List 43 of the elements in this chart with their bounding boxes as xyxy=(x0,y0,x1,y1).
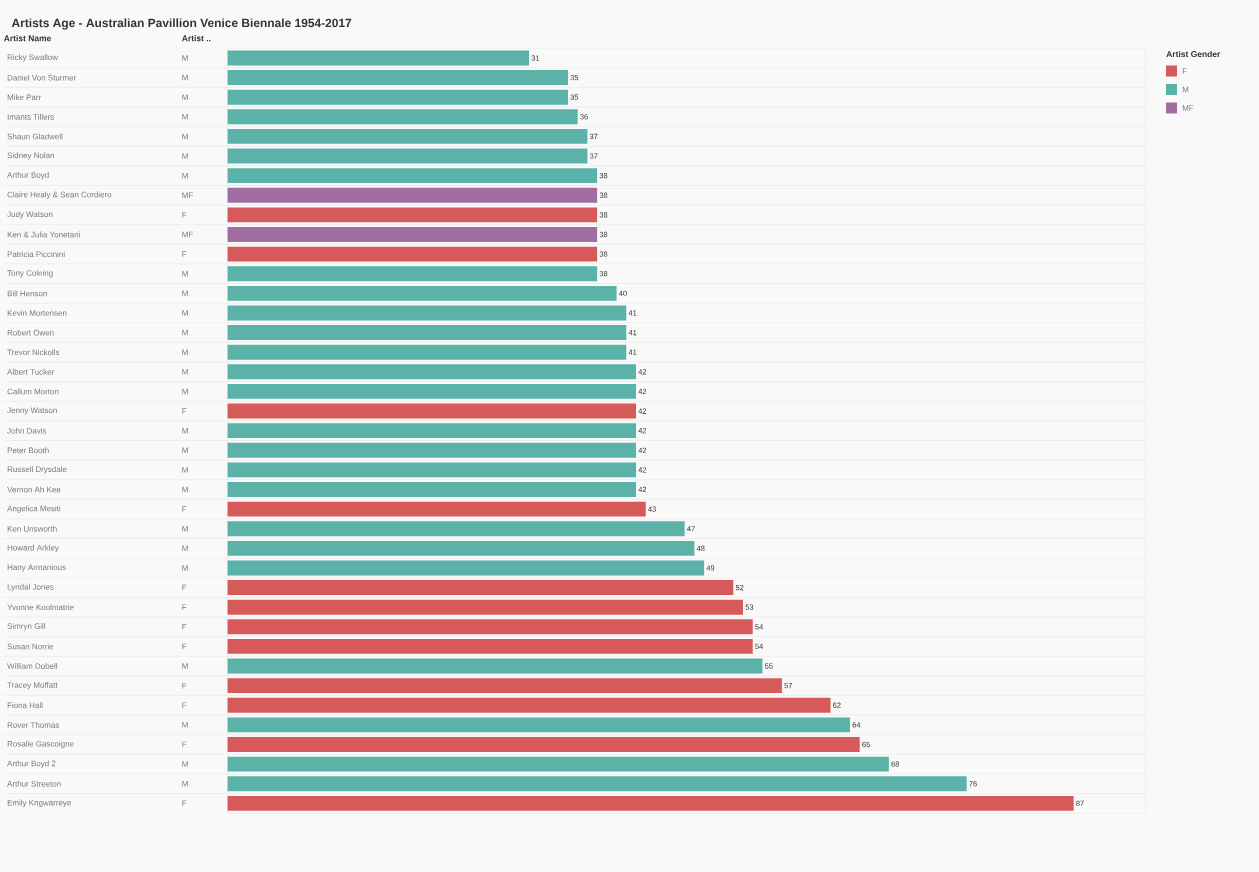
bar xyxy=(227,599,743,615)
text: Artist Name xyxy=(3,35,51,42)
bar xyxy=(227,776,967,792)
bar xyxy=(227,678,782,694)
bar xyxy=(227,70,568,86)
bar xyxy=(227,148,588,164)
bar xyxy=(227,423,637,439)
bar xyxy=(227,619,753,635)
bar xyxy=(227,50,530,66)
bar xyxy=(227,697,831,713)
bar xyxy=(227,325,627,341)
bar xyxy=(227,580,734,596)
bar xyxy=(227,246,598,262)
bar xyxy=(227,207,598,223)
bar xyxy=(227,462,637,478)
bar xyxy=(227,540,695,556)
bar xyxy=(227,482,637,497)
bar xyxy=(227,305,627,321)
bar xyxy=(227,266,598,282)
bar xyxy=(227,501,646,517)
bar xyxy=(227,364,637,380)
bar xyxy=(227,227,598,242)
bar xyxy=(227,658,763,674)
bar xyxy=(227,638,753,654)
bar xyxy=(227,560,705,576)
bar xyxy=(227,168,598,184)
legend-title: Artist Gender xyxy=(1166,50,1221,58)
bar xyxy=(227,344,627,360)
bar xyxy=(227,737,860,752)
text: Artist .. xyxy=(181,35,211,42)
bar xyxy=(227,109,578,125)
bar xyxy=(227,756,889,772)
bar xyxy=(227,89,568,105)
bar xyxy=(227,442,637,458)
bar xyxy=(227,717,850,733)
chart-title: Artists Age - Australian Pavillion Venice Biennale 1954-2017 xyxy=(11,18,352,30)
bar xyxy=(227,383,637,399)
bar xyxy=(227,795,1074,811)
bar xyxy=(227,403,637,419)
bar xyxy=(227,128,588,144)
bar xyxy=(227,285,617,301)
bar xyxy=(227,521,685,537)
bar xyxy=(227,187,598,203)
